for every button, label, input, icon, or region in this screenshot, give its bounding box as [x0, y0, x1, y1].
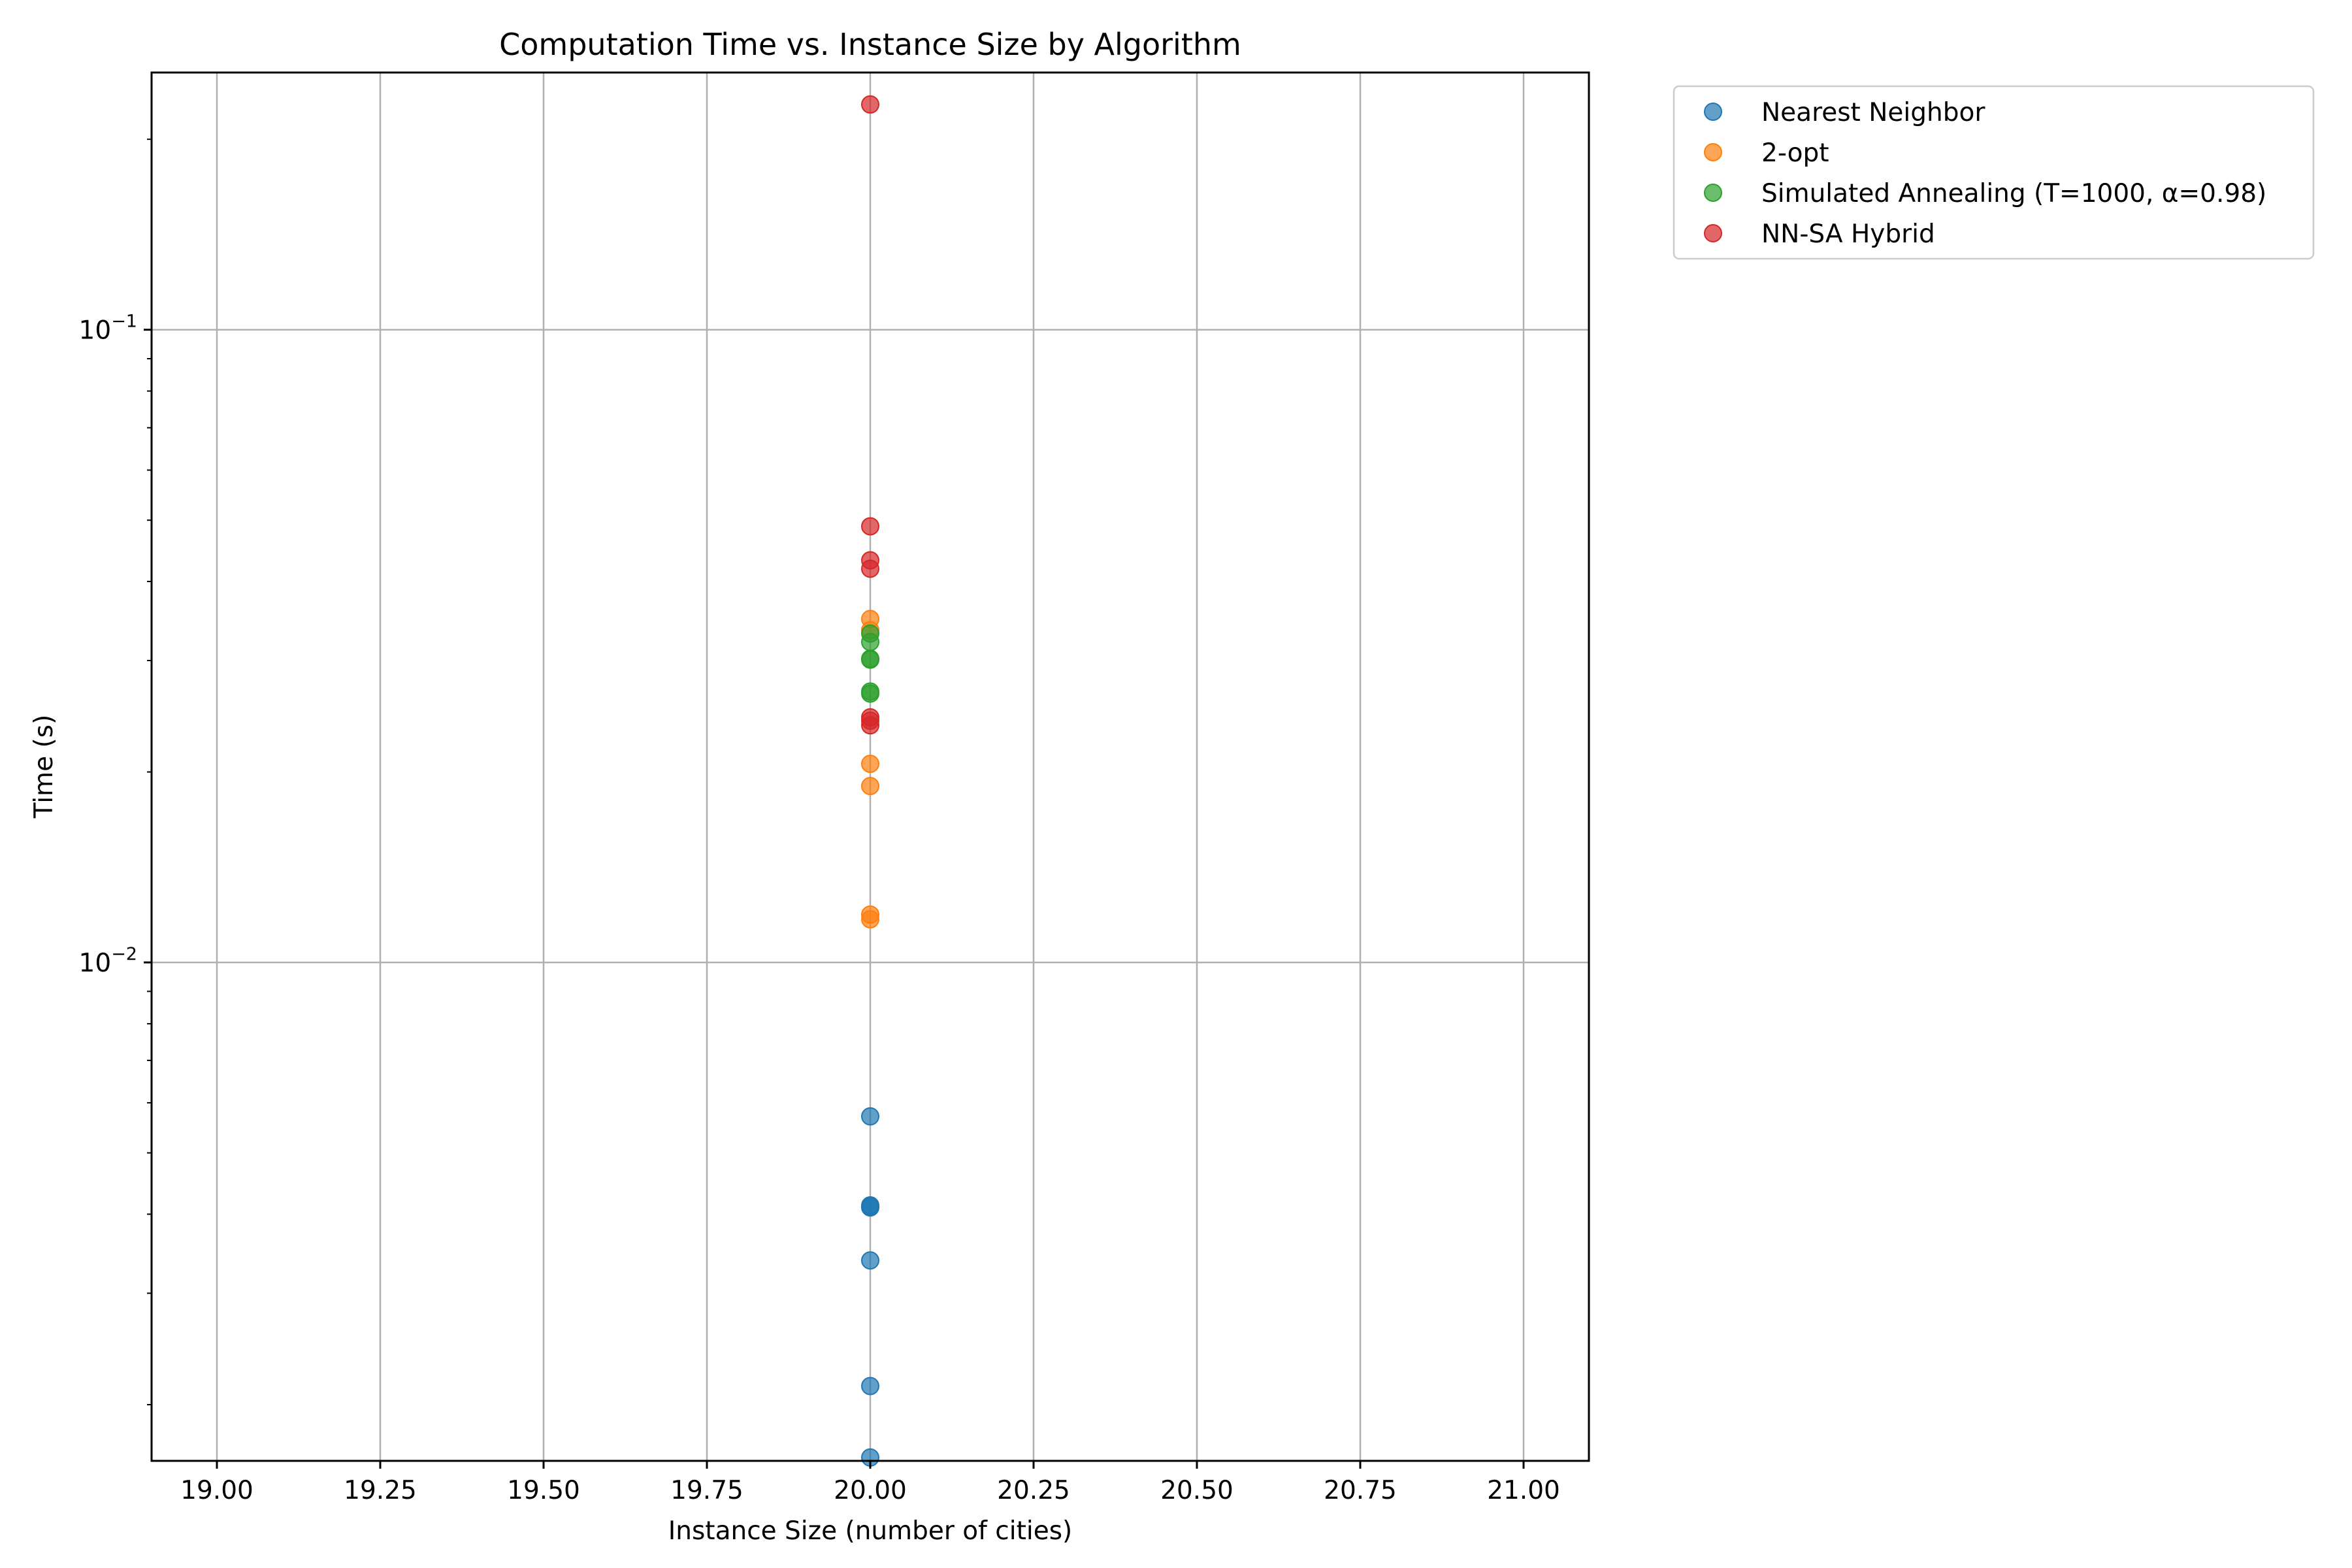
legend-label: 2-opt [1761, 139, 1829, 168]
data-point [861, 755, 879, 774]
data-point [861, 1196, 879, 1215]
data-point [861, 650, 879, 669]
x-tick-label: 19.00 [180, 1476, 253, 1505]
data-point [861, 632, 879, 651]
x-tick-label: 19.75 [670, 1476, 743, 1505]
data-point [861, 777, 879, 796]
x-tick-label: 20.75 [1324, 1476, 1397, 1505]
legend: Nearest Neighbor 2-opt Simulated Annealing… [1673, 85, 2315, 260]
y-axis-label: Time (s) [29, 715, 59, 819]
data-point [861, 517, 879, 536]
data-point [861, 716, 879, 735]
data-point [861, 684, 879, 703]
legend-marker [1704, 184, 1722, 202]
axis-ticks: 19.00 19.25 19.50 19.75 20.00 20.25 20.50 20.75… [79, 139, 1560, 1505]
data-point [861, 559, 879, 578]
x-tick-label: 21.00 [1487, 1476, 1560, 1505]
x-tick-label: 19.50 [507, 1476, 580, 1505]
x-axis-label: Instance Size (number of cities) [668, 1516, 1072, 1546]
x-tick-label: 19.25 [344, 1476, 417, 1505]
legend-label: NN-SA Hybrid [1761, 220, 1935, 249]
data-points [861, 95, 879, 1467]
y-tick-label: 10−2 [79, 944, 137, 978]
legend-label: Nearest Neighbor [1761, 98, 1985, 127]
legend-marker [1704, 143, 1722, 161]
data-point [861, 910, 879, 929]
chart-title: Computation Time vs. Instance Size by Al… [499, 27, 1241, 62]
data-point [861, 1377, 879, 1396]
legend-marker [1704, 103, 1722, 121]
data-point [861, 1251, 879, 1270]
legend-box [1673, 85, 2315, 260]
data-point [861, 95, 879, 114]
x-tick-label: 20.25 [997, 1476, 1070, 1505]
y-tick-label: 10−1 [79, 312, 137, 346]
legend-marker [1704, 224, 1722, 242]
data-point [861, 1107, 879, 1126]
x-tick-label: 20.00 [834, 1476, 907, 1505]
x-tick-label: 20.50 [1160, 1476, 1233, 1505]
legend-label: Simulated Annealing (T=1000, α=0.98) [1761, 179, 2266, 208]
